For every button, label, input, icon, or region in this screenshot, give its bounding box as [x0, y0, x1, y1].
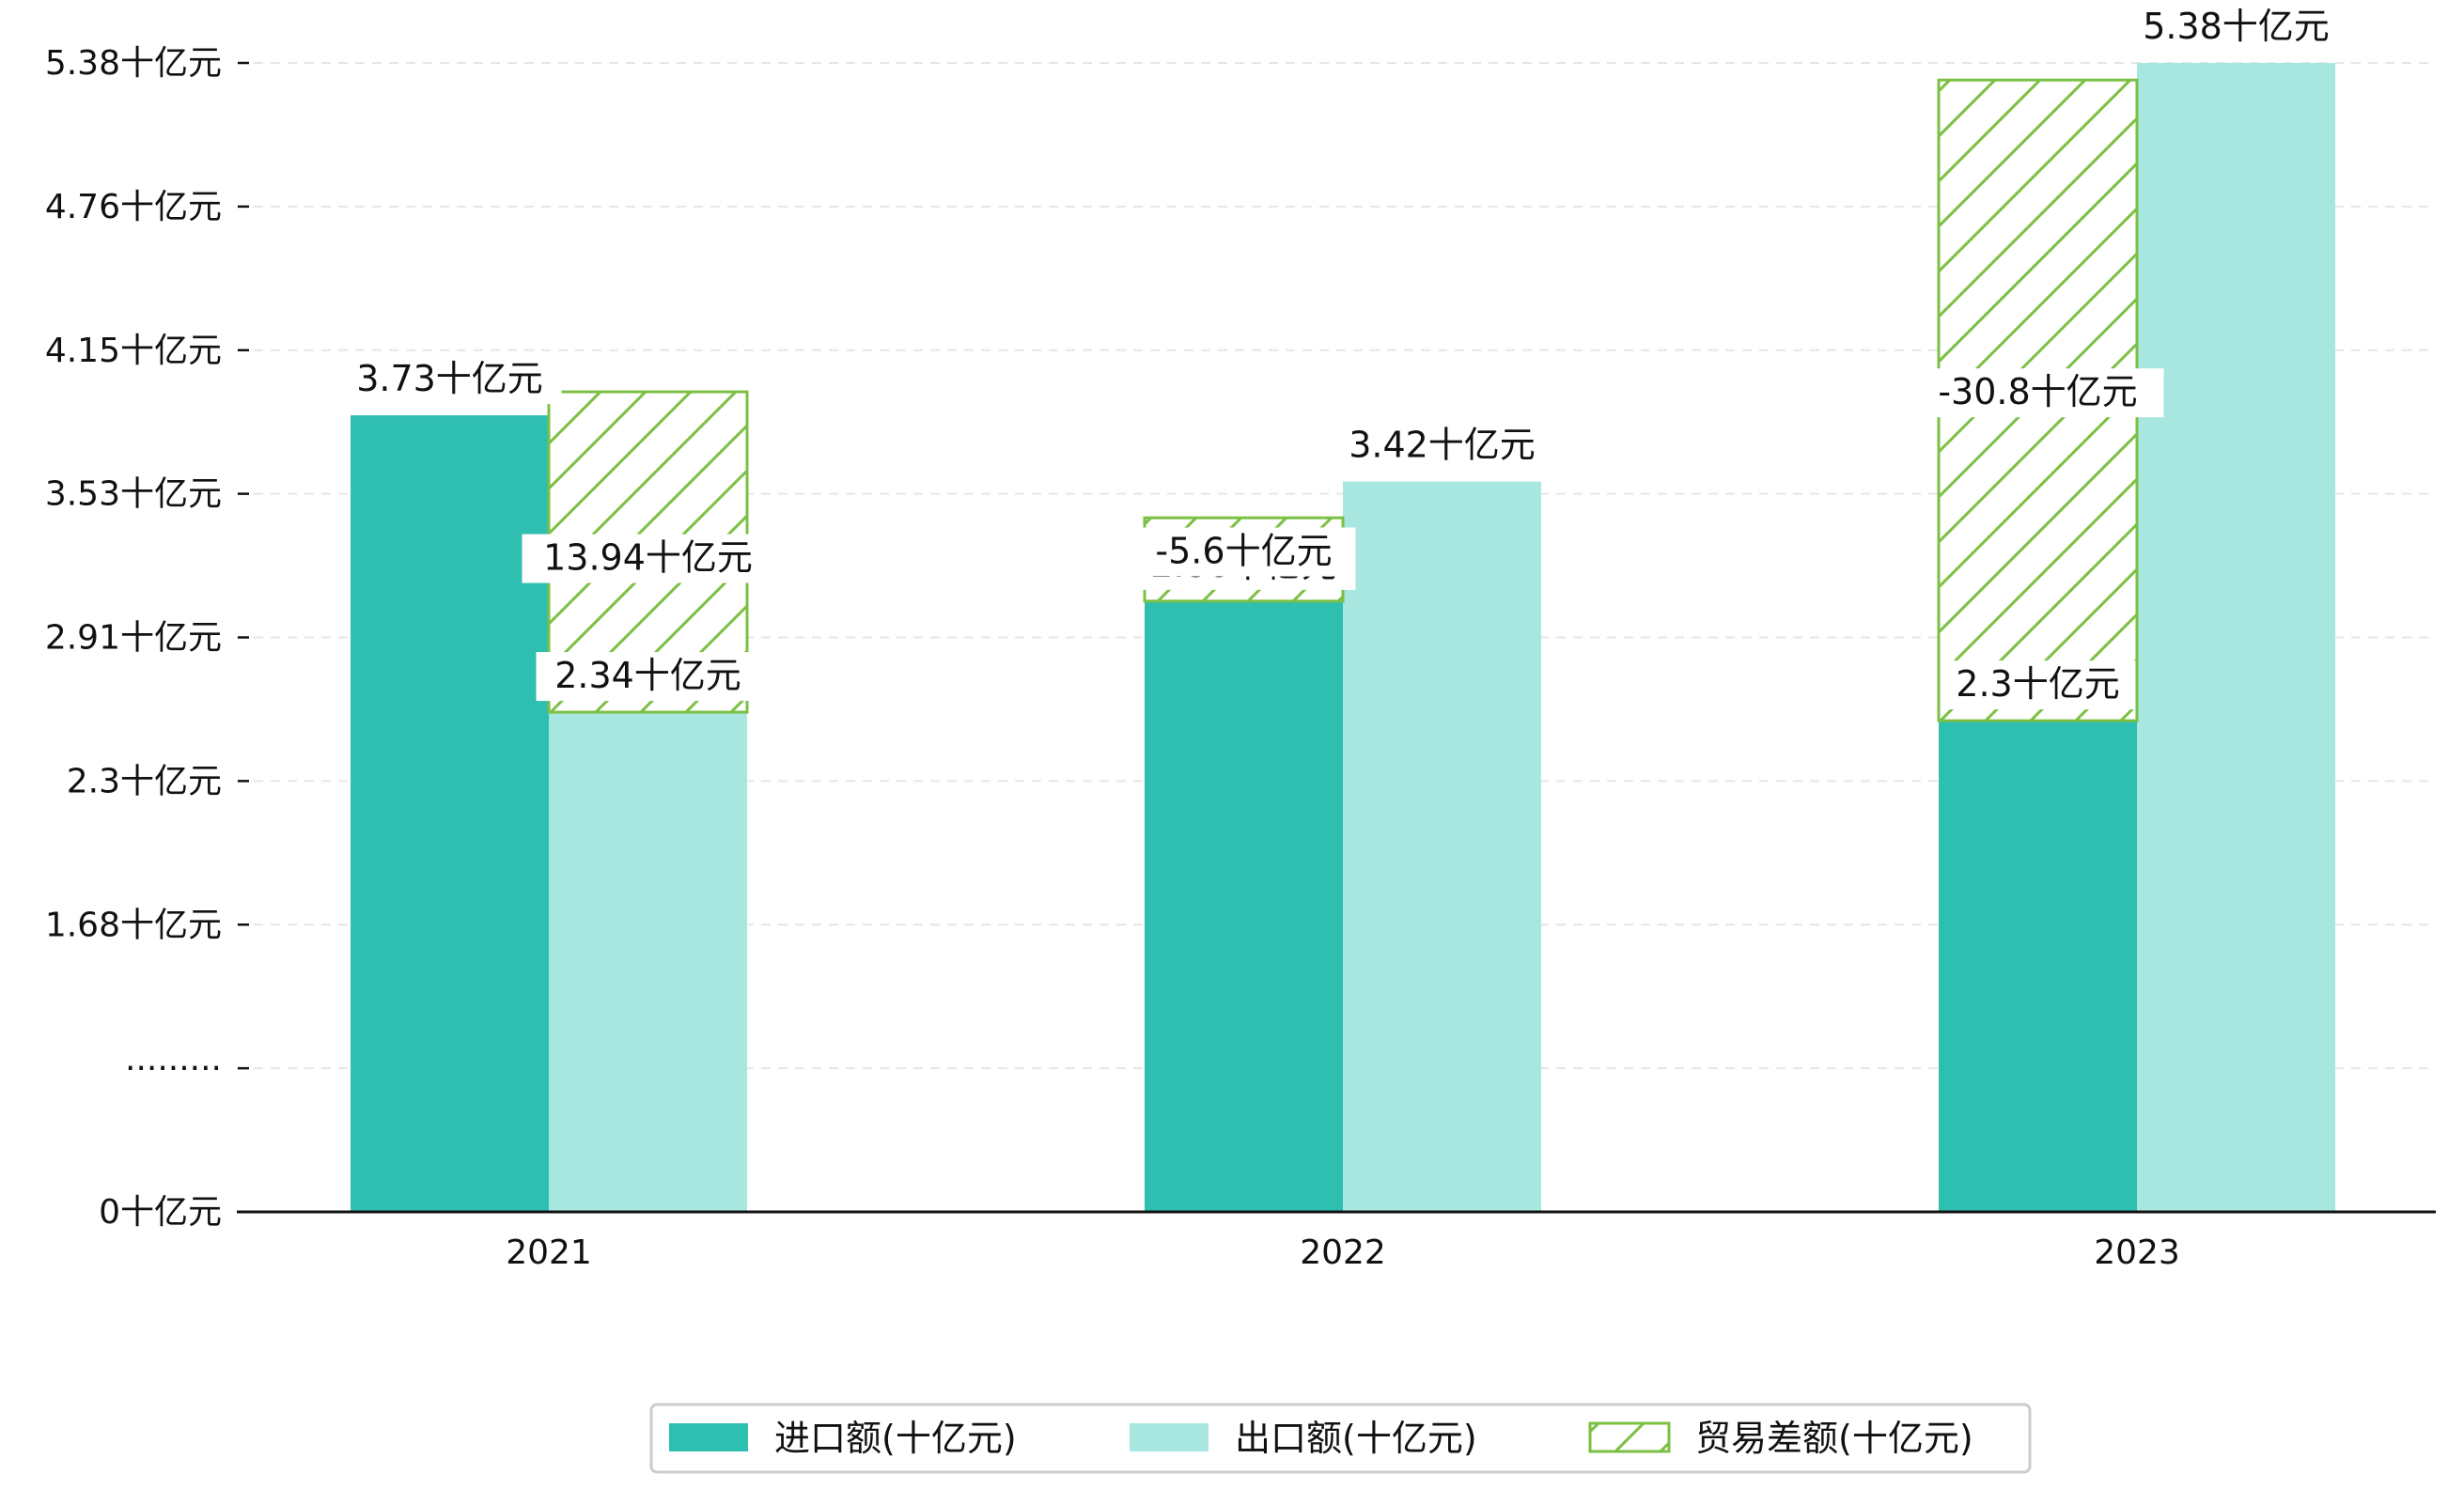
bar-export-2021	[549, 712, 747, 1212]
y-tick-label: 2.3十亿元	[67, 762, 222, 800]
legend-box	[649, 1403, 2032, 1474]
labels-layer: 3.73十亿元2.34十亿元13.94十亿元2.86十亿元3.42十亿元-5.6…	[337, 3, 2348, 710]
x-tick-label: 2023	[2094, 1233, 2180, 1272]
bar-import-2022	[1145, 600, 1343, 1212]
x-tick-label: 2022	[1300, 1233, 1386, 1272]
import-label-2021-text: 3.73十亿元	[356, 358, 543, 399]
legend-label-1: 出口额(十亿元)	[1235, 1418, 1477, 1459]
balance-label-2022-bg	[1131, 527, 1356, 577]
legend-label-0: 进口额(十亿元)	[774, 1418, 1017, 1459]
import-label-2023: 2.3十亿元	[1940, 660, 2136, 710]
y-tick-label: 4.76十亿元	[45, 188, 222, 226]
import-label-2021: 3.73十亿元	[337, 355, 562, 405]
balance-label-2021-text: 13.94十亿元	[543, 537, 753, 579]
balance-label-2023-bg	[1911, 368, 2164, 418]
x-tick-label: 2021	[506, 1233, 592, 1272]
balance-label-2022-text: -5.6十亿元	[1155, 531, 1332, 572]
balance-label-2023: -30.8十亿元	[1911, 368, 2164, 418]
legend: 进口额(十亿元) 出口额(十亿元) 贸易差额(十亿元)	[649, 1403, 2032, 1474]
export-label-2022-text: 3.42十亿元	[1349, 425, 1536, 466]
y-tick-label: 2.91十亿元	[45, 619, 222, 658]
bars-layer	[351, 63, 2335, 1213]
bar-export-2023	[2137, 63, 2335, 1212]
legend-swatch-0	[669, 1423, 748, 1451]
legend-label-2: 贸易差额(十亿元)	[1695, 1418, 1973, 1459]
import-label-2021-bg	[337, 355, 562, 405]
export-label-2021-bg	[536, 652, 760, 702]
y-tick-label: ·········	[125, 1049, 222, 1088]
y-tick-label: 5.38十亿元	[45, 44, 222, 83]
y-tick-label: 0十亿元	[99, 1193, 222, 1232]
import-label-2023-text: 2.3十亿元	[1956, 663, 2119, 705]
export-label-2022-bg	[1330, 421, 1554, 471]
export-label-2022: 3.42十亿元	[1330, 421, 1554, 471]
y-tick-label: 4.15十亿元	[45, 332, 222, 370]
export-label-2023: 5.38十亿元	[2124, 3, 2348, 52]
balance-label-2021: 13.94十亿元	[522, 534, 774, 583]
bar-import-2021	[351, 415, 549, 1213]
y-tick-label: 3.53十亿元	[45, 475, 222, 514]
bar-import-2023	[1939, 721, 2137, 1212]
bar-export-2022	[1343, 481, 1541, 1212]
legend-swatch-2	[1588, 1421, 1671, 1453]
balance-label-2021-bg	[522, 534, 774, 583]
y-tick-label: 1.68十亿元	[45, 906, 222, 944]
export-label-2021: 2.34十亿元	[536, 652, 760, 702]
balance-label-2022: -5.6十亿元	[1131, 527, 1356, 577]
import-label-2023-bg	[1940, 660, 2136, 710]
legend-swatch-1	[1130, 1423, 1209, 1451]
export-label-2021-text: 2.34十亿元	[554, 655, 741, 696]
balance-label-2023-text: -30.8十亿元	[1938, 371, 2137, 412]
export-label-2023-text: 5.38十亿元	[2143, 6, 2330, 47]
axis-layer: 0十亿元 ········· 1.68十亿元 2.3十亿元 2.91十亿元 3.53十亿元…	[45, 44, 2436, 1272]
export-label-2023-bg	[2124, 3, 2348, 52]
